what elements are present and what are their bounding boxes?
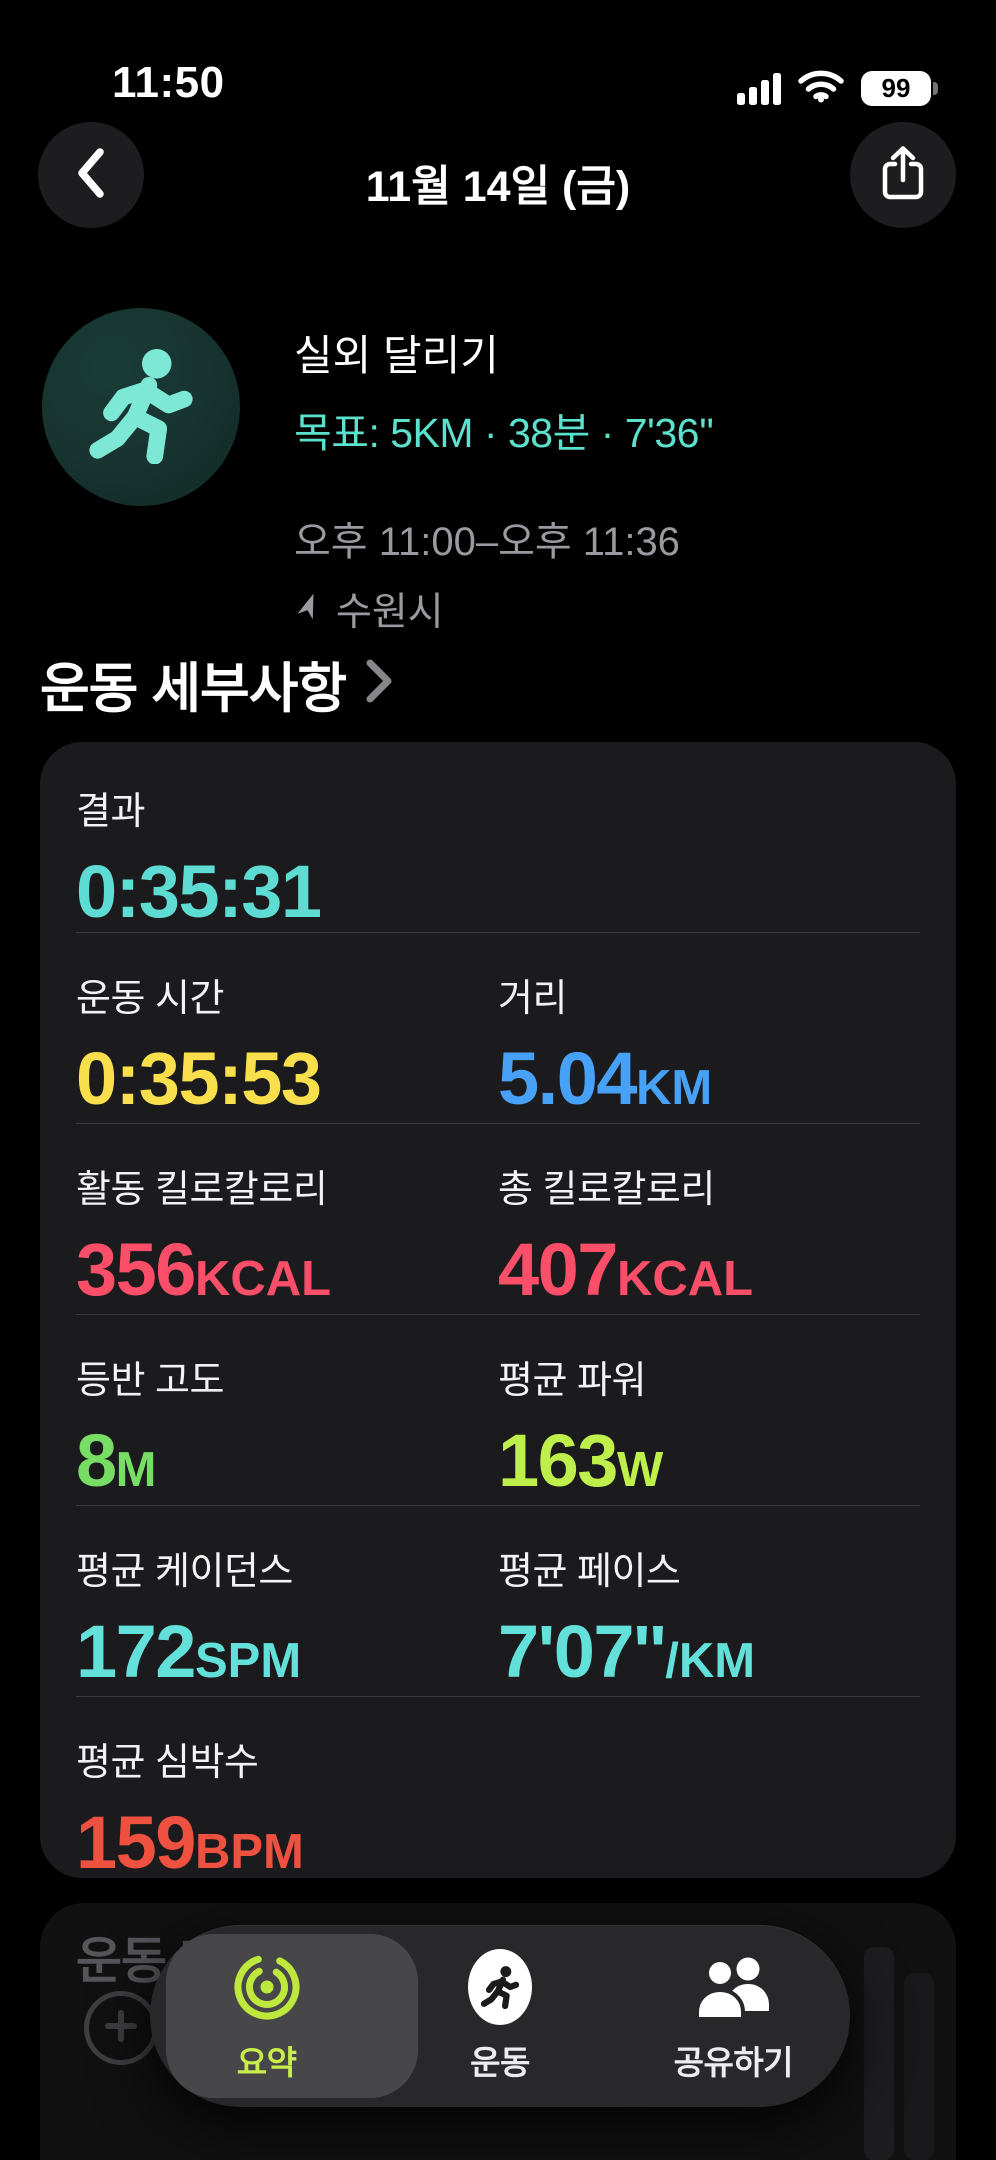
metric-row: 등반 고도 8M 평균 파워 163W — [76, 1314, 920, 1505]
metric-active-kcal: 활동 킬로칼로리 356KCAL — [76, 1169, 332, 1311]
workout-details-card: 결과 0:35:31 운동 시간 0:35:53 거리 5.04KM 활동 킬로… — [40, 742, 956, 1878]
metric-elevation: 등반 고도 8M — [76, 1360, 224, 1502]
metric-power: 평균 파워 163W — [498, 1360, 664, 1502]
tab-workout[interactable]: 운동 — [383, 1925, 616, 2107]
battery-indicator: 99 — [861, 71, 938, 106]
metric-cadence: 평균 케이던스 172SPM — [76, 1551, 302, 1693]
metric-pace: 평균 페이스 7'07''/KM — [498, 1551, 756, 1693]
workout-type-badge — [42, 308, 240, 506]
tab-summary-label: 요약 — [236, 2044, 297, 2081]
tab-sharing[interactable]: 공유하기 — [617, 1925, 850, 2107]
share-button[interactable] — [850, 122, 956, 228]
tab-sharing-label: 공유하기 — [673, 2044, 794, 2081]
metric-distance: 거리 5.04KM — [498, 978, 713, 1120]
workout-goal: 목표: 5KM · 38분 · 7'36'' — [294, 410, 714, 456]
tab-summary[interactable]: 요약 — [150, 1925, 383, 2107]
chevron-left-icon — [75, 147, 107, 204]
page-title: 11월 14일 (금) — [365, 163, 631, 211]
metric-heart-rate: 평균 심박수 159BPM — [76, 1742, 304, 1878]
workout-type: 실외 달리기 — [294, 332, 499, 379]
battery-level: 99 — [861, 71, 931, 106]
runner-icon — [87, 346, 195, 469]
metric-result: 결과 0:35:31 — [76, 791, 322, 933]
status-time: 11:50 — [112, 58, 225, 107]
workout-details-header[interactable]: 운동 세부사항 — [40, 644, 392, 723]
nav-header: 11월 14일 (금) — [0, 122, 996, 232]
share-icon — [880, 144, 926, 207]
plus-icon — [101, 2006, 141, 2051]
metric-row: 운동 시간 0:35:53 거리 5.04KM — [76, 932, 920, 1123]
metric-row: 결과 0:35:31 — [76, 742, 920, 933]
battery-nub — [933, 82, 938, 95]
dim-chart-bar — [904, 1973, 934, 2160]
dim-chart-bar — [864, 1947, 894, 2160]
status-bar: 11:50 99 — [0, 28, 996, 107]
workout-time-range: 오후 11:00–오후 11:36 — [294, 520, 680, 564]
people-icon — [689, 1948, 777, 2026]
location-arrow-icon — [294, 587, 324, 631]
metric-row: 평균 심박수 159BPM — [76, 1696, 920, 1878]
metric-row: 활동 킬로칼로리 356KCAL 총 킬로칼로리 407KCAL — [76, 1123, 920, 1314]
workout-location: 수원시 — [336, 591, 444, 634]
wifi-icon — [797, 68, 845, 109]
section-title: 운동 세부사항 — [40, 659, 347, 719]
chevron-right-icon — [366, 659, 392, 708]
workout-tab-icon — [467, 1949, 532, 2025]
workout-header: 실외 달리기 목표: 5KM · 38분 · 7'36'' 오후 11:00–오… — [42, 308, 714, 637]
cellular-signal-icon — [737, 72, 781, 105]
active-tab-highlight — [166, 1934, 418, 2098]
tab-workout-label: 운동 — [470, 2044, 530, 2081]
add-button[interactable] — [84, 1991, 158, 2065]
metric-total-kcal: 총 킬로칼로리 407KCAL — [498, 1169, 754, 1311]
back-button[interactable] — [38, 122, 144, 228]
metric-duration: 운동 시간 0:35:53 — [76, 978, 322, 1120]
tab-bar: 요약 운동 — [150, 1925, 850, 2107]
metric-row: 평균 케이던스 172SPM 평균 페이스 7'07''/KM — [76, 1505, 920, 1696]
activity-rings-icon — [229, 1948, 305, 2026]
